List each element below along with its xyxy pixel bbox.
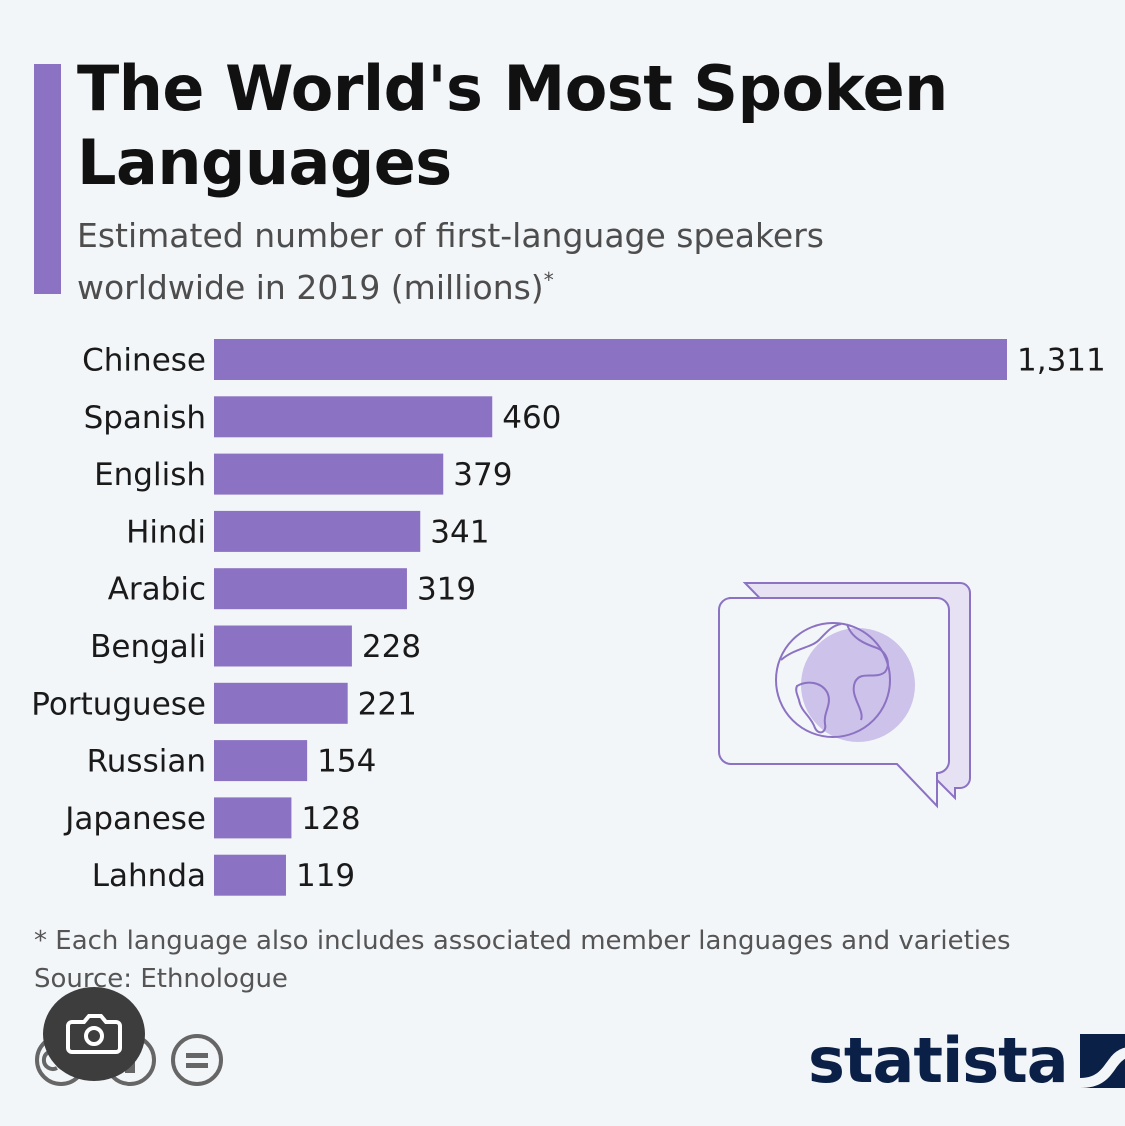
category-label: Hindi (126, 514, 206, 550)
title-accent-bar (34, 64, 61, 294)
bar-hindi (214, 510, 421, 552)
value-label: 128 (301, 801, 360, 837)
footnote-note: * Each language also includes associated… (34, 926, 1011, 956)
bar-bengali (214, 625, 352, 667)
bar-chinese (214, 339, 1007, 380)
footnote: * Each language also includes associated… (34, 922, 1011, 998)
statista-mark-icon (1079, 1034, 1125, 1088)
value-label: 228 (362, 629, 421, 665)
bar-chart: Chinese 1,311 Spanish 460 English 379 Hindi 341… (31, 339, 1106, 896)
category-label: Portuguese (31, 686, 206, 722)
value-label: 154 (317, 744, 376, 780)
value-label: 119 (296, 858, 355, 894)
bar-lahnda (214, 854, 286, 896)
speech-bubble-globe-icon (718, 582, 971, 809)
category-label: Chinese (82, 343, 206, 379)
category-label: Japanese (63, 801, 206, 837)
value-label: 221 (358, 686, 417, 722)
value-label: 341 (430, 514, 489, 550)
bar-arabic (214, 568, 407, 610)
chart-subtitle: Estimated number of first-language speak… (77, 214, 977, 310)
value-label: 379 (453, 457, 512, 493)
bar-japanese (214, 797, 292, 839)
bar-english (214, 453, 444, 495)
category-label: Russian (87, 744, 206, 780)
bar-spanish (214, 396, 493, 438)
equal-icon[interactable] (171, 1034, 223, 1086)
chart-title: The World's Most Spoken Languages (77, 52, 948, 199)
subtitle-text: Estimated number of first-language speak… (77, 216, 824, 307)
value-label: 460 (502, 400, 561, 436)
category-label: English (94, 457, 206, 493)
subtitle-asterisk: * (543, 268, 554, 292)
footnote-source: Source: Ethnologue (34, 964, 288, 994)
camera-icon[interactable] (42, 986, 146, 1082)
category-label: Spanish (84, 400, 206, 436)
bar-portuguese (214, 682, 348, 724)
value-label: 319 (417, 572, 476, 608)
statista-logo[interactable]: statista (808, 1026, 1125, 1096)
category-label: Lahnda (92, 858, 206, 894)
value-label: 1,311 (1017, 343, 1106, 379)
logo-text: statista (808, 1024, 1069, 1097)
bar-russian (214, 740, 308, 782)
category-label: Bengali (90, 629, 206, 665)
category-label: Arabic (108, 572, 206, 608)
